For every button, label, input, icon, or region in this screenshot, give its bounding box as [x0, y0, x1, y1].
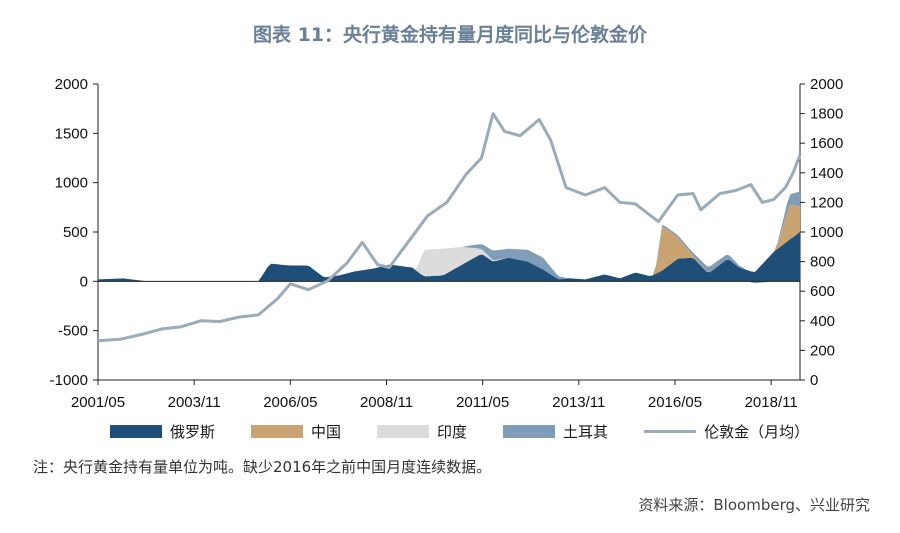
x-tick-label: 2001/05	[71, 394, 125, 411]
legend-swatch-turkey	[503, 424, 556, 438]
chart: -1000 -500 0 500 1000 1500 2000 0 200 400 600 800 10…	[50, 76, 844, 411]
legend-swatch-gold	[644, 429, 697, 433]
y-right-tick-label: 1400	[810, 165, 843, 182]
legend-item-india: 印度	[377, 421, 467, 442]
area-series-russia	[98, 232, 800, 282]
x-tick-label: 2003/11	[168, 394, 221, 411]
y-right-tick-label: 400	[810, 313, 835, 330]
x-tick-label: 2018/11	[745, 394, 798, 411]
legend-label-india: 印度	[437, 422, 468, 441]
y-right-tick-label: 1600	[810, 135, 843, 152]
y-left-tick-label: 500	[63, 224, 88, 241]
legend: 俄罗斯 中国 印度 土耳其 伦敦金（月均）	[110, 420, 810, 442]
y-left-tick-label: 1500	[55, 125, 88, 142]
y-left-tick-label: -500	[58, 323, 88, 340]
y-left-tick-label: -1000	[50, 372, 88, 389]
chart-note: 注：央行黄金持有量单位为吨。缺少2016年之前中国月度连续数据。	[33, 458, 492, 476]
y-right-tick-label: 800	[810, 254, 835, 271]
legend-label-russia: 俄罗斯	[170, 422, 216, 441]
x-tick-label: 2006/05	[263, 394, 317, 411]
legend-swatch-russia	[110, 424, 162, 438]
legend-label-turkey: 土耳其	[563, 422, 609, 441]
y-right-tick-label: 1800	[810, 106, 843, 123]
legend-swatch-india	[377, 424, 430, 438]
chart-title: 图表 11：央行黄金持有量月度同比与伦敦金价	[252, 24, 648, 46]
legend-item-turkey: 土耳其	[503, 421, 608, 442]
x-tick-label: 2008/11	[360, 394, 413, 411]
legend-item-russia: 俄罗斯	[110, 421, 215, 442]
legend-item-gold: 伦敦金（月均）	[644, 421, 809, 442]
x-tick-label: 2011/05	[456, 394, 509, 411]
y-right-tick-label: 600	[810, 283, 835, 300]
legend-label-china: 中国	[311, 422, 342, 441]
y-left-tick-label: 1000	[55, 175, 88, 192]
legend-swatch-china	[251, 424, 304, 438]
y-right-tick-label: 2000	[810, 76, 843, 93]
y-left-tick-label: 0	[80, 273, 88, 290]
y-right-tick-label: 200	[810, 342, 835, 359]
x-tick-label: 2013/11	[552, 394, 605, 411]
legend-label-gold: 伦敦金（月均）	[704, 422, 810, 441]
area-series-india	[98, 204, 800, 282]
line-series-gold	[97, 112, 802, 343]
chart-source: 资料来源：Bloomberg、兴业研究	[638, 496, 870, 514]
y-left-tick-label: 2000	[55, 76, 88, 93]
legend-item-china: 中国	[251, 421, 341, 442]
y-right-tick-label: 1000	[810, 224, 843, 241]
y-right-tick-label: 1200	[810, 194, 843, 211]
x-tick-label: 2016/05	[648, 394, 702, 411]
y-right-tick-label: 0	[810, 372, 818, 389]
